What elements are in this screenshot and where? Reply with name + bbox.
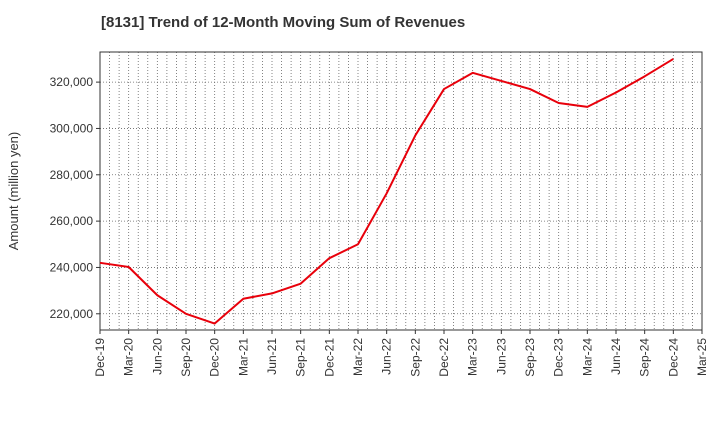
x-tick-label: Jun-23 (494, 338, 508, 375)
y-tick-label: 300,000 (50, 121, 94, 135)
y-tick-label: 280,000 (50, 168, 94, 182)
x-tick-label: Sep-20 (179, 338, 193, 377)
x-tick-label: Jun-21 (265, 338, 279, 375)
x-tick-label: Mar-20 (122, 338, 136, 376)
series-layer (99, 58, 674, 325)
x-tick-label: Sep-22 (408, 338, 422, 377)
y-tick-label: 320,000 (50, 75, 94, 89)
x-tick-label: Sep-24 (638, 338, 652, 377)
y-tick-label: 260,000 (50, 214, 94, 228)
chart-title: [8131] Trend of 12-Month Moving Sum of R… (101, 14, 466, 31)
x-tick-label: Jun-20 (150, 338, 164, 375)
x-tick-label: Dec-20 (208, 338, 222, 377)
plot-frame (99, 51, 703, 331)
x-tick-label: Dec-22 (437, 338, 451, 377)
x-tick-label: Jun-24 (609, 338, 623, 375)
x-tick-label: Dec-21 (322, 338, 336, 377)
x-tick-label: Dec-23 (552, 338, 566, 377)
x-tick-label: Mar-23 (466, 338, 480, 376)
y-axis-label: Amount (million yen) (6, 132, 21, 251)
grid-layer (100, 52, 702, 330)
x-tick-label: Jun-22 (380, 338, 394, 375)
x-tick-label: Dec-24 (666, 338, 680, 377)
x-tick-label: Sep-23 (523, 338, 537, 377)
x-tick-label: Mar-21 (236, 338, 250, 376)
x-tick-label: Sep-21 (294, 338, 308, 377)
y-tick-label: 240,000 (50, 260, 94, 274)
x-tick-label: Mar-25 (695, 338, 709, 376)
y-tick-label: 220,000 (50, 307, 94, 321)
x-tick-label: Mar-22 (351, 338, 365, 376)
x-tick-label: Mar-24 (580, 338, 594, 376)
y-axis-ticks: 220,000 240,000 260,000 280,000 300,000 320,0… (50, 75, 100, 321)
x-tick-label: Dec-19 (93, 338, 107, 377)
x-axis-ticks: Dec-19 Mar-20 Jun-20 Sep-20 Dec-20 Mar-21 Jun-… (93, 330, 709, 377)
